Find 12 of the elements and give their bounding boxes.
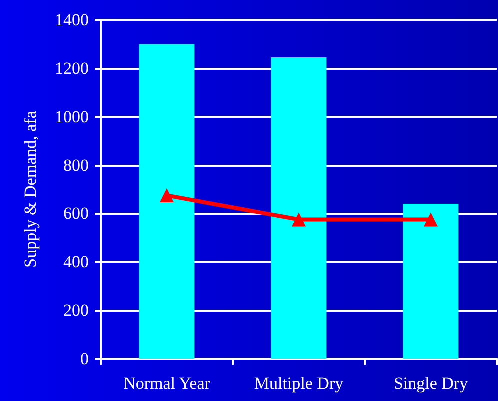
y-tick-label: 400 (64, 252, 89, 272)
x-tick-label: Multiple Dry (254, 374, 344, 393)
y-tick-label: 1400 (55, 10, 89, 30)
y-tick-label: 1000 (55, 107, 89, 126)
y-tick-label: 1200 (55, 58, 89, 78)
y-tick-label: 200 (64, 301, 89, 320)
y-tick-label: 600 (64, 204, 89, 224)
x-tick-label: Normal Year (124, 374, 211, 393)
y-tick-label: 0 (80, 350, 89, 368)
x-tick-label: Single Dry (394, 374, 469, 393)
y-axis-title: Supply & Demand, afa (21, 110, 40, 268)
y-tick-label: 800 (64, 156, 89, 175)
